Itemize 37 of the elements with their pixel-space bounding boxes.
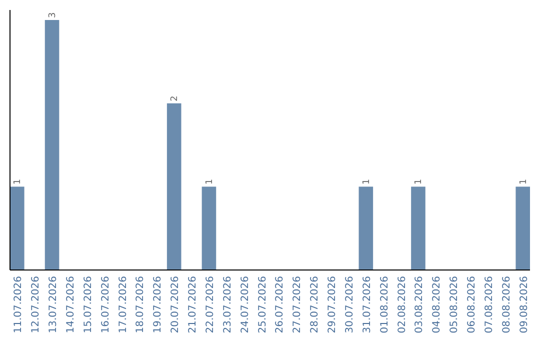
x-tick-label: 03.08.2026 xyxy=(414,276,426,334)
data-label: 1 xyxy=(13,178,24,185)
x-tick-label: 21.07.2026 xyxy=(188,276,199,334)
x-tick-label: 18.07.2026 xyxy=(135,276,146,334)
x-tick-label: 04.08.2026 xyxy=(432,276,443,334)
x-tick-label: 08.08.2026 xyxy=(501,276,512,334)
x-tick-label: 17.07.2026 xyxy=(118,276,129,334)
data-label: 2 xyxy=(170,96,180,102)
data-label: 1 xyxy=(414,178,424,185)
x-tick-label: 22.07.2026 xyxy=(204,276,216,334)
data-label: 1 xyxy=(518,178,529,185)
x-tick-label: 02.08.2026 xyxy=(396,276,408,334)
x-tick-label: 30.07.2026 xyxy=(344,276,356,334)
x-tick-label: 09.08.2026 xyxy=(518,276,530,334)
x-tick-label: 28.07.2026 xyxy=(310,276,321,334)
data-label: 3 xyxy=(48,12,58,18)
x-tick-label: 07.08.2026 xyxy=(484,276,495,334)
x-tick-label: 12.07.2026 xyxy=(30,276,42,334)
x-tick-label: 25.07.2026 xyxy=(257,276,268,334)
data-label: 1 xyxy=(204,178,215,185)
x-tick-label: 19.07.2026 xyxy=(152,276,164,334)
x-tick-label: 31.07.2026 xyxy=(362,276,373,334)
x-tick-label: 11.07.2026 xyxy=(13,276,24,334)
x-tick-label: 15.07.2026 xyxy=(82,276,94,334)
x-tick-label: 05.08.2026 xyxy=(449,276,460,334)
x-tick-label: 24.07.2026 xyxy=(240,276,251,334)
x-tick-label: 14.07.2026 xyxy=(65,276,76,334)
x-tick-label: 01.08.2026 xyxy=(379,276,390,334)
x-tick-label: 13.07.2026 xyxy=(48,276,60,334)
x-tick-label: 20.07.2026 xyxy=(170,276,182,334)
x-tick-label: 16.07.2026 xyxy=(100,276,112,334)
data-label: 1 xyxy=(362,178,372,185)
x-tick-label: 26.07.2026 xyxy=(274,276,286,334)
x-tick-label: 23.07.2026 xyxy=(222,276,234,334)
x-tick-label: 29.07.2026 xyxy=(327,276,338,334)
x-tick-label: 27.07.2026 xyxy=(292,276,304,334)
x-tick-label: 06.08.2026 xyxy=(466,276,478,334)
